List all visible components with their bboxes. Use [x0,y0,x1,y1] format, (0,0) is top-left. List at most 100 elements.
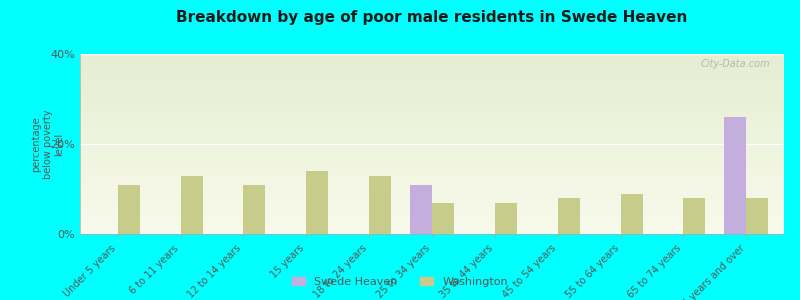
Bar [80,173,784,175]
Bar [80,216,784,218]
Bar [80,212,784,214]
Bar [80,198,784,200]
Legend: Swede Heaven, Washington: Swede Heaven, Washington [288,272,512,291]
Bar [80,74,784,76]
Bar [80,167,784,169]
Bar [80,99,784,101]
Bar [80,230,784,232]
Bar [80,67,784,68]
Bar [80,137,784,139]
Bar [80,126,784,128]
Bar [80,229,784,230]
Bar [118,184,140,234]
Bar [80,142,784,144]
Bar [80,169,784,171]
Bar [80,79,784,81]
Bar [80,185,784,187]
Bar [80,158,784,160]
Bar [80,95,784,97]
Bar [80,209,784,211]
Bar [80,191,784,193]
Bar [80,88,784,90]
Bar [80,180,784,182]
Bar [80,97,784,99]
Bar [80,151,784,153]
Bar [80,189,784,191]
Bar [80,61,784,63]
Bar [80,214,784,216]
Bar [80,187,784,189]
Bar [80,155,784,157]
Bar [80,81,784,83]
Bar [80,112,784,113]
Bar [80,90,784,92]
Bar [683,198,706,234]
Bar [80,63,784,65]
Bar [369,176,391,234]
Bar [80,133,784,135]
Bar [80,220,784,221]
Bar [80,83,784,85]
Bar [80,205,784,207]
Bar [80,113,784,115]
Bar [80,232,784,234]
Bar [80,146,784,148]
Bar [80,104,784,106]
Bar [80,101,784,103]
Bar [80,103,784,104]
Bar [80,121,784,122]
Bar [306,171,328,234]
Bar [80,184,784,185]
Bar [80,85,784,86]
Bar [80,218,784,220]
Bar [80,227,784,229]
Bar [80,59,784,61]
Bar [80,92,784,94]
Bar [621,194,642,234]
Bar [80,115,784,117]
Bar [80,194,784,196]
Bar [80,176,784,178]
Bar [80,157,784,158]
Title: Breakdown by age of poor male residents in Swede Heaven: Breakdown by age of poor male residents … [176,10,688,25]
Bar [80,223,784,225]
Bar [80,56,784,58]
Bar [80,94,784,95]
Bar [80,110,784,112]
Bar [181,176,202,234]
Bar [80,70,784,72]
Bar [80,124,784,126]
Bar [80,202,784,203]
Bar [495,202,517,234]
Bar [410,184,432,234]
Bar [80,128,784,130]
Bar [80,139,784,140]
Bar [80,162,784,164]
Bar [80,72,784,74]
Bar [80,200,784,202]
Bar [80,58,784,59]
Bar [746,198,768,234]
Bar [80,76,784,77]
Bar [80,153,784,155]
Bar [558,198,580,234]
Text: City-Data.com: City-Data.com [700,59,770,69]
Bar [80,144,784,146]
Bar [80,207,784,209]
Bar [80,119,784,121]
Bar [80,130,784,131]
Bar [80,164,784,166]
Bar [80,140,784,142]
Bar [80,65,784,67]
Bar [80,221,784,223]
Bar [80,178,784,180]
Bar [80,122,784,124]
Bar [724,117,746,234]
Bar [80,211,784,212]
Bar [80,77,784,79]
Bar [80,171,784,173]
Bar [80,160,784,162]
Bar [80,131,784,133]
Bar [432,202,454,234]
Bar [80,193,784,194]
